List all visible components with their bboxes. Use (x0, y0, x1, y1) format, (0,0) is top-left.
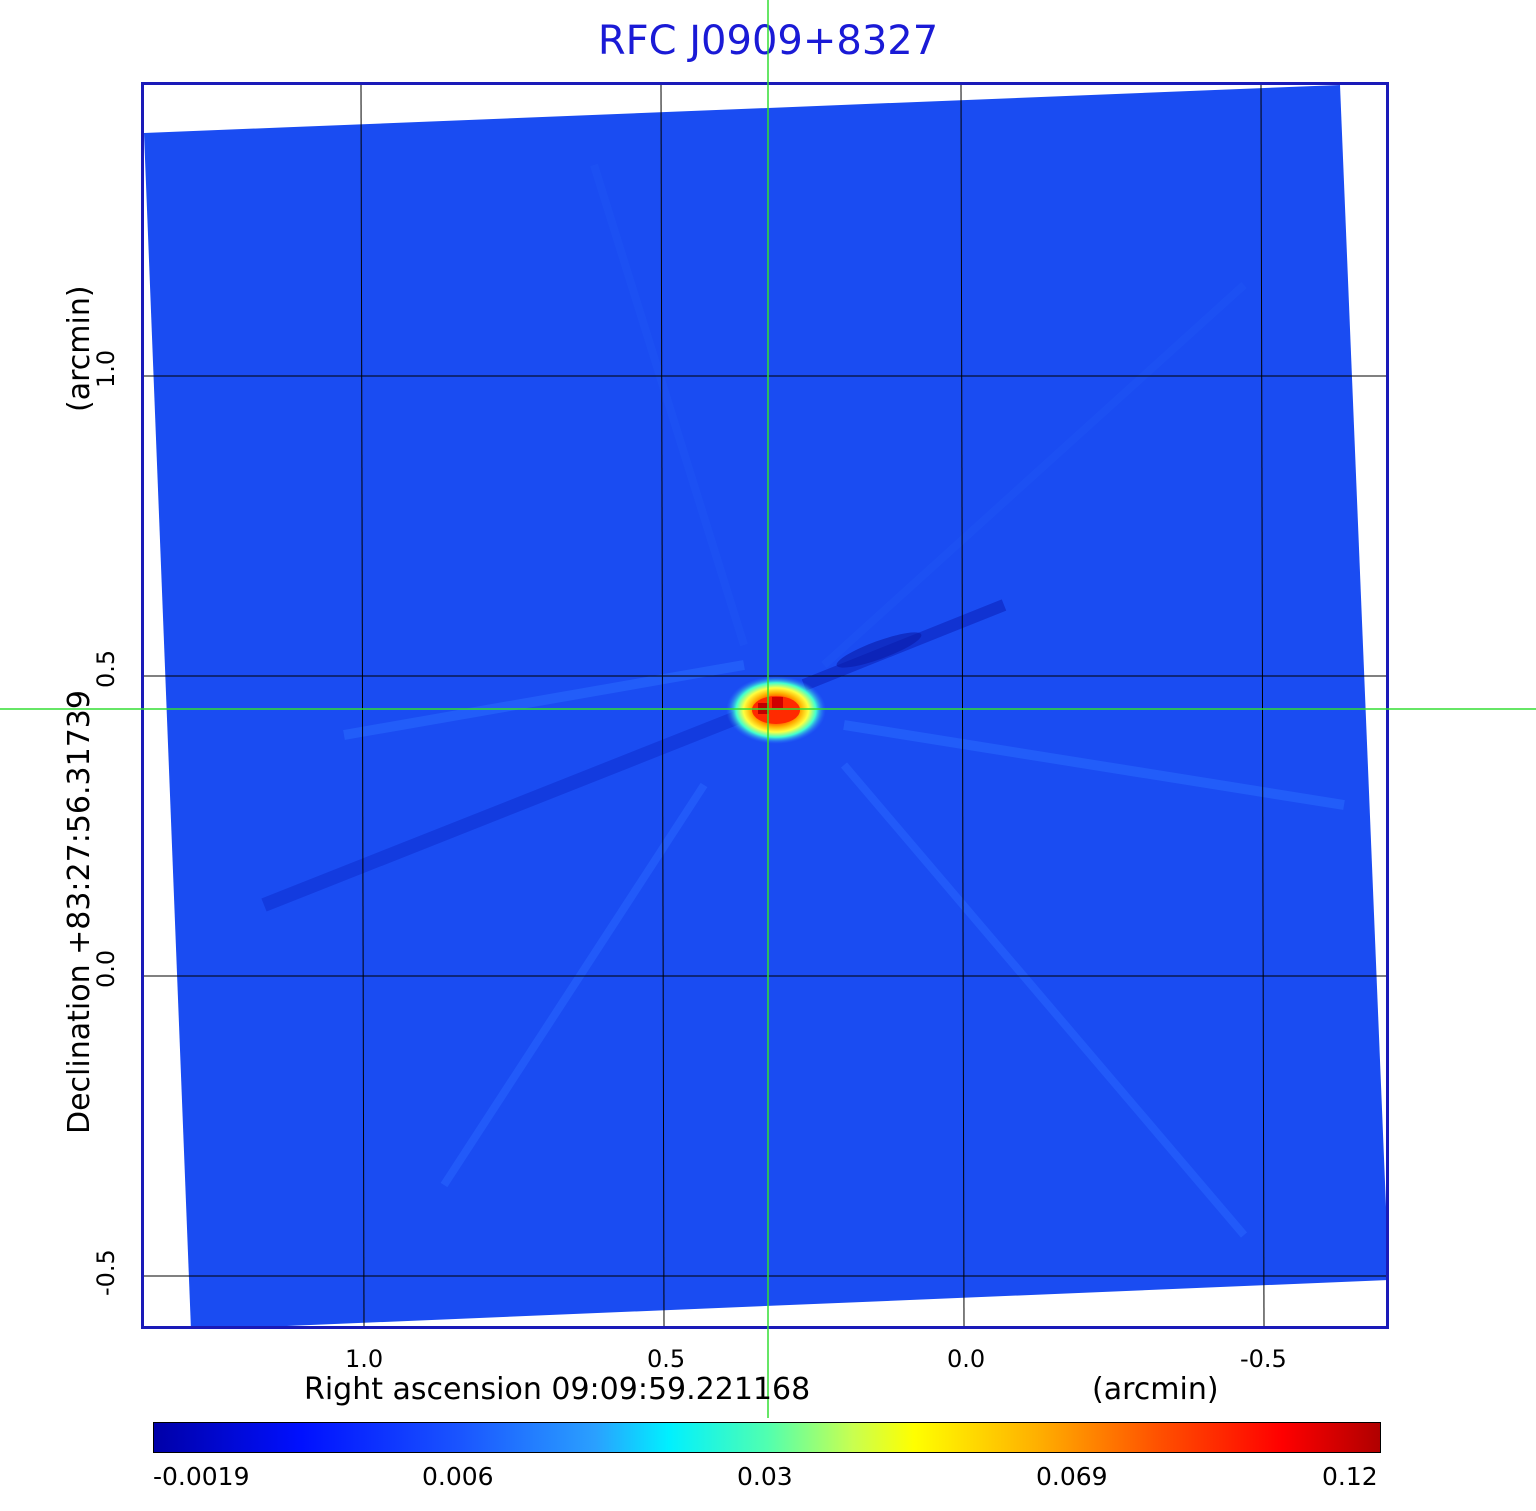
sky-image-svg (144, 85, 1386, 1326)
y-tick-label: -0.5 (92, 1249, 120, 1296)
colorbar-label: 0.12 (1322, 1462, 1378, 1491)
x-axis-unit: (arcmin) (1092, 1372, 1219, 1407)
negative-lobe (836, 632, 922, 668)
image-title: RFC J0909+8327 (597, 18, 939, 64)
y-axis-unit: (arcmin) (62, 285, 97, 412)
x-tick-label: -0.5 (1240, 1345, 1287, 1373)
sky-image-panel[interactable] (141, 82, 1389, 1329)
colorbar-label: 0.03 (737, 1462, 793, 1491)
y-tick-label: 0.5 (92, 649, 120, 688)
colorbar-label: 0.006 (422, 1462, 494, 1491)
x-tick-label: 0.5 (647, 1345, 686, 1373)
x-tick-label: 0.0 (947, 1345, 986, 1373)
sidelobe-streaks (261, 163, 1345, 1238)
colorbar-label: -0.0019 (153, 1462, 250, 1491)
x-tick-label: 1.0 (345, 1345, 384, 1373)
x-axis-label: Right ascension 09:09:59.221168 (304, 1372, 811, 1407)
radio-source (726, 676, 826, 744)
colorbar (153, 1422, 1381, 1453)
colorbar-label: 0.069 (1036, 1462, 1108, 1491)
y-axis-label: Declination +83:27:56.31739 (62, 690, 97, 1134)
coordinate-grid (144, 85, 1386, 1326)
